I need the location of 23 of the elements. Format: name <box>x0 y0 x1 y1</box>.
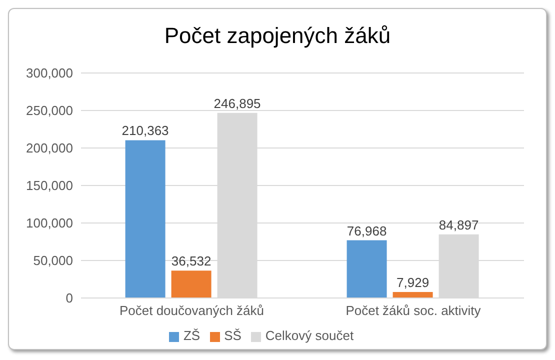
data-label: 84,897 <box>438 217 479 232</box>
y-tick-label: 150,000 <box>26 178 73 194</box>
y-tick-label: 300,000 <box>26 66 73 81</box>
bar <box>171 270 212 298</box>
bar <box>346 240 387 298</box>
data-label: 246,895 <box>214 96 261 111</box>
data-label: 7,929 <box>396 275 430 290</box>
y-tick-label: 0 <box>66 290 73 306</box>
data-label: 76,968 <box>346 223 387 238</box>
legend-label: Celkový součet <box>265 328 354 343</box>
y-tick-label: 50,000 <box>33 253 73 268</box>
y-tick-label: 100,000 <box>26 216 73 231</box>
legend-label: SŠ <box>224 328 242 343</box>
x-tick-label: Počet doučovaných žáků <box>119 303 264 318</box>
y-tick-label: 250,000 <box>26 103 73 118</box>
y-tick-label: 200,000 <box>26 140 73 156</box>
x-tick-label: Počet žáků soc. aktivity <box>346 303 482 318</box>
data-label: 210,363 <box>122 123 169 138</box>
chart-title: Počet zapojených žáků <box>163 23 392 50</box>
bar <box>392 292 433 298</box>
data-label: 36,532 <box>171 254 212 269</box>
legend-label: ZŠ <box>183 328 200 343</box>
bar <box>125 140 166 298</box>
